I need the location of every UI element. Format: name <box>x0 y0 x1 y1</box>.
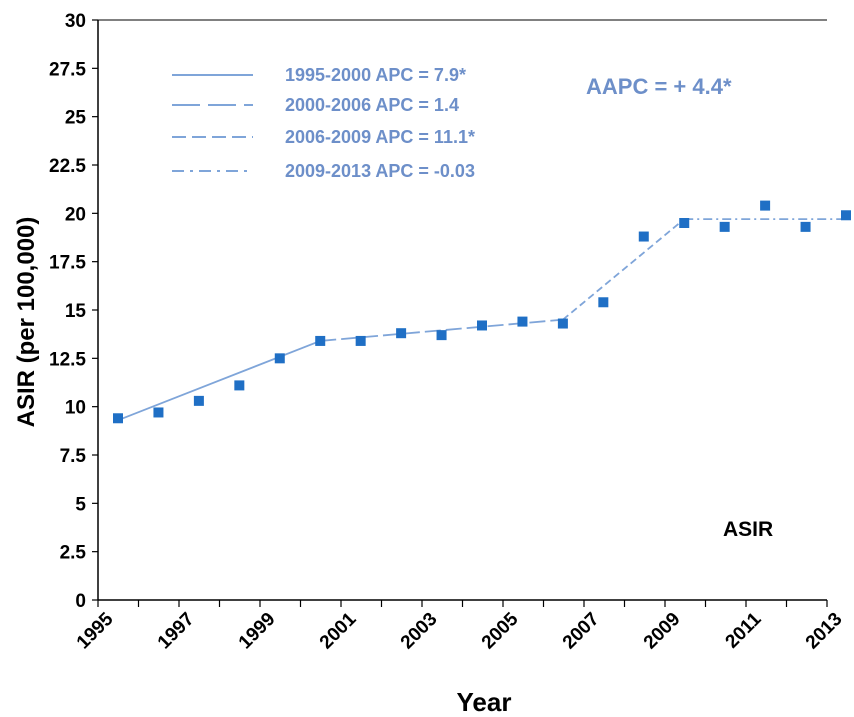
x-tick-label: 1995 <box>73 608 118 653</box>
data-points <box>113 200 851 424</box>
data-point <box>800 221 811 232</box>
data-point <box>153 407 164 418</box>
y-axis-ticks: 0 2.5 5 7.5 10 12.5 15 17.5 20 22.5 25 27.5 30 <box>49 11 98 612</box>
data-point <box>396 328 407 339</box>
x-tick-label: 2003 <box>397 609 442 654</box>
y-tick-label: 27.5 <box>49 59 86 80</box>
y-tick-label: 7.5 <box>60 446 87 467</box>
x-tick-label: 2007 <box>559 609 604 654</box>
x-tick-label: 2001 <box>316 608 361 653</box>
x-tick-label: 2011 <box>722 608 766 652</box>
x-tick-label: 2009 <box>640 609 685 654</box>
trend-lines <box>117 218 846 422</box>
series-annotation: ASIR <box>723 518 773 541</box>
data-point <box>679 218 690 228</box>
y-axis-label: ASIR (per 100,000) <box>13 217 40 428</box>
data-point <box>234 380 245 391</box>
trend-line-segment <box>562 218 685 321</box>
y-tick-label: 30 <box>65 11 86 32</box>
data-point <box>274 353 285 364</box>
y-tick-label: 17.5 <box>49 253 86 274</box>
y-tick-label: 5 <box>75 494 86 515</box>
data-point <box>355 335 366 346</box>
y-tick-label: 25 <box>65 108 87 129</box>
data-point <box>598 297 609 308</box>
data-point <box>719 221 730 232</box>
y-tick-label: 12.5 <box>49 349 86 370</box>
data-point <box>193 395 204 406</box>
legend-label: 1995-2000 APC = 7.9* <box>285 65 466 85</box>
legend-label: 2000-2006 APC = 1.4 <box>285 95 459 115</box>
data-point <box>841 210 851 221</box>
legend-label: 2006-2009 APC = 11.1* <box>285 127 475 147</box>
aapc-annotation: AAPC = + 4.4* <box>586 74 732 99</box>
data-point <box>113 413 123 424</box>
trend-line-segment <box>117 340 321 422</box>
legend-label: 2009-2013 APC = -0.03 <box>285 161 475 181</box>
y-tick-label: 20 <box>65 204 86 225</box>
y-tick-label: 15 <box>65 301 87 322</box>
y-tick-label: 0 <box>75 591 86 612</box>
x-axis-label: Year <box>457 687 512 717</box>
x-tick-label: 1997 <box>154 609 199 654</box>
data-point <box>436 330 447 341</box>
axes <box>97 19 827 601</box>
x-axis-ticks: 1995 1997 1999 2001 2003 2005 2007 2009 2011 2013 <box>73 600 847 653</box>
data-point <box>760 200 771 211</box>
x-tick-label: 2013 <box>802 609 847 654</box>
y-tick-label: 10 <box>65 398 86 419</box>
data-point <box>517 316 528 327</box>
data-point <box>477 320 487 331</box>
legend: 1995-2000 APC = 7.9* 2000-2006 APC = 1.4 2… <box>172 65 475 181</box>
x-tick-label: 2005 <box>478 608 523 653</box>
x-tick-label: 1999 <box>235 609 280 654</box>
data-point <box>557 318 568 329</box>
y-tick-label: 22.5 <box>49 156 86 177</box>
data-point <box>638 231 649 242</box>
y-tick-label: 2.5 <box>60 543 87 564</box>
data-point <box>315 335 326 346</box>
